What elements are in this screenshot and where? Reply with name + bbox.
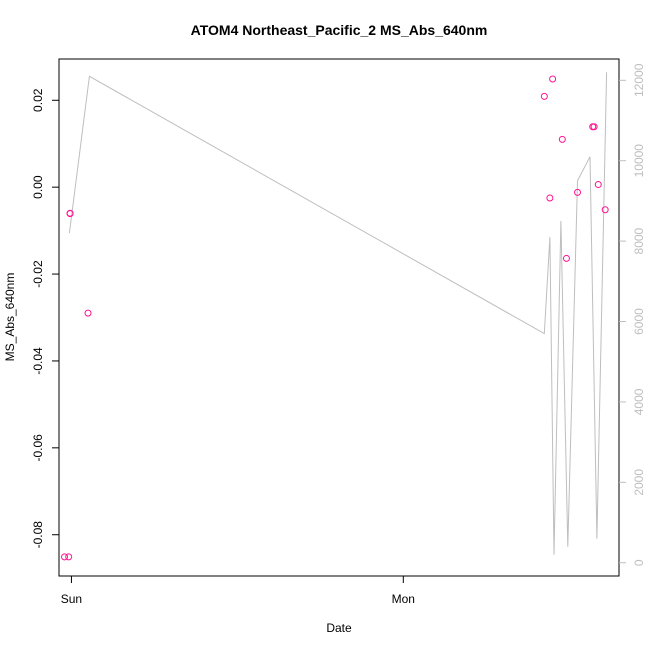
- chart-title: ATOM4 Northeast_Pacific_2 MS_Abs_640nm: [191, 22, 488, 38]
- data-point: [540, 92, 548, 100]
- y2-tick-label: 8000: [632, 227, 646, 254]
- y-axis-left: -0.08 -0.06 -0.04 -0.02 0.00 0.02: [31, 88, 59, 548]
- data-point: [66, 210, 74, 218]
- scatter-series: [61, 75, 609, 561]
- data-point: [84, 309, 92, 317]
- y2-tick-label: 6000: [632, 308, 646, 335]
- y-tick-label: -0.06: [31, 434, 45, 462]
- line-series: [68, 72, 608, 555]
- data-point: [549, 75, 557, 83]
- y-tick-label: -0.04: [31, 347, 45, 375]
- data-point: [562, 254, 570, 262]
- y-tick-label: 0.02: [31, 88, 45, 112]
- data-point: [574, 188, 582, 196]
- y2-tick-label: 10000: [632, 144, 646, 178]
- x-axis: Sun Mon: [61, 576, 415, 606]
- x-tick-label: Sun: [61, 592, 82, 606]
- plot-frame: [58, 58, 620, 577]
- y-tick-label: 0.00: [31, 175, 45, 199]
- y2-tick-label: 2000: [632, 469, 646, 496]
- data-point: [601, 206, 609, 214]
- y2-tick-label: 0: [632, 559, 646, 566]
- y-axis-label: MS_Abs_640nm: [3, 273, 17, 362]
- y2-tick-label: 4000: [632, 388, 646, 415]
- data-point: [558, 135, 566, 143]
- data-point: [589, 123, 597, 131]
- y2-tick-label: 12000: [632, 63, 646, 97]
- data-line: [68, 72, 608, 555]
- data-point: [61, 553, 69, 561]
- x-axis-label: Date: [326, 621, 352, 635]
- data-point: [65, 553, 73, 561]
- y-tick-label: -0.02: [31, 260, 45, 288]
- data-point: [594, 181, 602, 189]
- y-tick-label: -0.08: [31, 521, 45, 549]
- data-point: [546, 194, 554, 202]
- x-tick-label: Mon: [392, 592, 415, 606]
- y-axis-right: 0 2000 4000 6000 8000 10000 12000: [619, 63, 646, 566]
